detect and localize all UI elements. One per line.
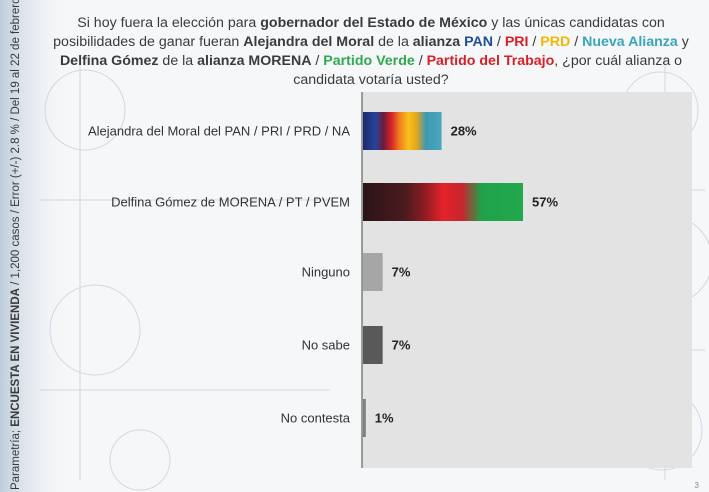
value-label-3: 7%	[392, 338, 411, 353]
bar-0	[363, 112, 442, 150]
value-label-4: 1%	[375, 411, 394, 426]
category-label-4: No contesta	[281, 411, 351, 426]
value-label-1: 57%	[532, 195, 558, 210]
value-label-0: 28%	[451, 124, 477, 139]
bar-2	[363, 253, 383, 291]
bar-3	[363, 326, 383, 364]
bar-1	[363, 183, 523, 221]
category-label-0: Alejandra del Moral del PAN / PRI / PRD …	[88, 124, 350, 139]
page-number: 3	[694, 481, 699, 490]
chart-title: Si hoy fuera la elección para gobernador…	[53, 15, 689, 88]
category-label-1: Delfina Gómez de MORENA / PT / PVEM	[111, 195, 350, 210]
value-label-2: 7%	[392, 265, 411, 280]
plot-area	[362, 92, 692, 468]
bar-4	[363, 399, 366, 437]
category-label-3: No sabe	[302, 338, 350, 353]
category-label-2: Ninguno	[302, 265, 350, 280]
